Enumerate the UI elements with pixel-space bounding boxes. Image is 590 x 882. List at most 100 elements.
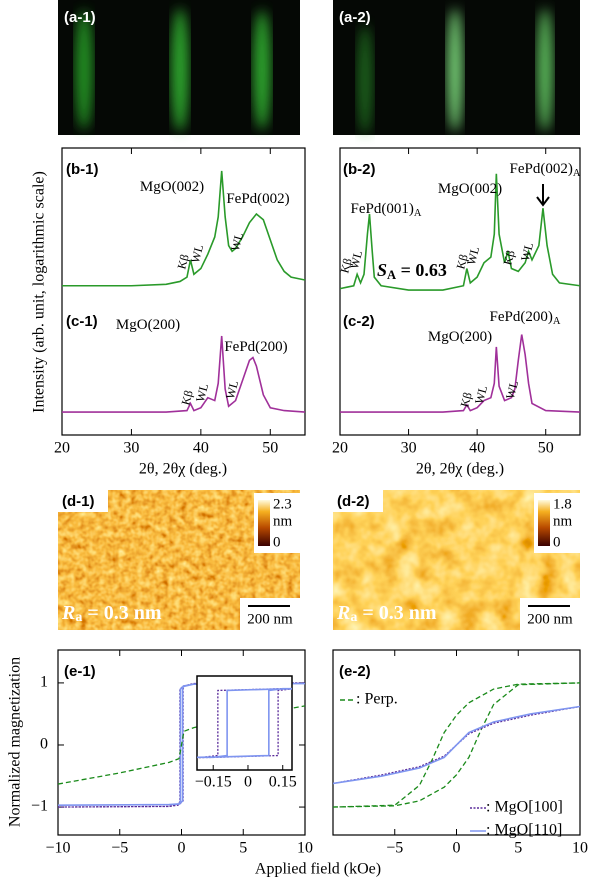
panel-label: (c-1) bbox=[66, 313, 98, 330]
text-part: = 0.63 bbox=[396, 260, 447, 280]
x-axis-label: Applied field (kOe) bbox=[255, 861, 381, 878]
colorbar-label: 0 bbox=[553, 534, 561, 550]
text-part: S bbox=[377, 260, 387, 280]
subscript: A bbox=[553, 316, 561, 327]
x-tick-label: 50 bbox=[262, 440, 278, 457]
panel-label: (b-1) bbox=[66, 161, 99, 178]
panel-label: (e-1) bbox=[64, 663, 96, 680]
text-part: WL bbox=[193, 382, 211, 404]
text-part: FePd(001) bbox=[351, 201, 414, 217]
annotation: MgO(002) bbox=[140, 179, 204, 195]
x-axis-label: 2θ, 2θχ (deg.) bbox=[139, 461, 227, 478]
label-box bbox=[58, 490, 108, 512]
panel-label: (d-1) bbox=[62, 493, 95, 510]
label-box bbox=[333, 490, 383, 512]
text-part: Kβ bbox=[178, 389, 195, 407]
data-line bbox=[333, 682, 580, 808]
panel-label: (a-2) bbox=[339, 9, 371, 26]
rheed-image: (a-1) bbox=[58, 0, 300, 135]
legend-label: : MgO[100] bbox=[486, 799, 563, 816]
text-part: Kβ bbox=[500, 249, 517, 267]
annotation: Kβ bbox=[174, 253, 191, 271]
text-part: FePd(200) bbox=[490, 309, 553, 325]
panel-label: (d-2) bbox=[337, 493, 370, 510]
text-part: Kβ bbox=[174, 253, 191, 271]
annotation: Kβ bbox=[178, 389, 195, 407]
x-tick-label: 50 bbox=[538, 440, 554, 457]
text-part: R bbox=[336, 602, 350, 624]
panel-label: (c-2) bbox=[343, 313, 375, 330]
x-tick-label: 10 bbox=[297, 840, 313, 857]
inset-tick-label: −0.15 bbox=[195, 774, 232, 791]
text-part: Kβ bbox=[453, 253, 470, 271]
subscript: a bbox=[350, 610, 357, 625]
y-axis-label: Intensity (arb. unit, logarithmic scale) bbox=[31, 171, 48, 413]
colorbar-label: nm bbox=[273, 513, 293, 529]
annotation: FePd(001)A bbox=[351, 201, 422, 219]
subscript: a bbox=[75, 610, 82, 625]
text-part: FePd(002) bbox=[510, 161, 573, 177]
annotation: WL bbox=[228, 231, 246, 253]
text-part: WL bbox=[188, 243, 206, 265]
x-tick-label: 0 bbox=[178, 840, 186, 857]
annotation: WL bbox=[472, 384, 490, 406]
annotation: Kβ bbox=[500, 249, 517, 267]
roughness-label: Ra = 0.3 nm bbox=[61, 602, 162, 626]
data-line bbox=[197, 687, 292, 759]
x-tick-label: 20 bbox=[332, 440, 348, 457]
scalebar-box bbox=[240, 598, 300, 630]
annotation: FePd(200)A bbox=[490, 309, 561, 327]
text-part: WL bbox=[472, 384, 490, 406]
x-tick-label: −10 bbox=[45, 840, 70, 857]
text-part: MgO(002) bbox=[438, 181, 502, 197]
x-tick-label: 30 bbox=[123, 440, 139, 457]
annotation: MgO(002) bbox=[438, 181, 502, 197]
annotation: MgO(200) bbox=[116, 317, 180, 333]
y-tick-label: 1 bbox=[40, 674, 48, 691]
text-part: WL bbox=[503, 379, 521, 401]
x-tick-label: 10 bbox=[572, 840, 588, 857]
x-tick-label: −5 bbox=[111, 840, 128, 857]
annotation: WL bbox=[518, 241, 536, 263]
scalebar-label: 200 nm bbox=[527, 611, 573, 627]
x-tick-label: 40 bbox=[469, 440, 485, 457]
annotation: SA = 0.63 bbox=[377, 260, 447, 282]
annotation: WL bbox=[193, 382, 211, 404]
x-tick-label: 30 bbox=[401, 440, 417, 457]
text-part: MgO(200) bbox=[428, 329, 492, 345]
y-tick-label: −1 bbox=[31, 798, 48, 815]
annotation: Kβ bbox=[457, 391, 474, 409]
annotation: WL bbox=[503, 379, 521, 401]
text-part: MgO(200) bbox=[116, 317, 180, 333]
colorbar-label: 0 bbox=[273, 534, 281, 550]
x-tick-label: 0 bbox=[453, 840, 461, 857]
scalebar-box bbox=[520, 598, 580, 630]
text-part: WL bbox=[228, 231, 246, 253]
text-part: Kβ bbox=[337, 257, 354, 275]
text-part: FePd(002) bbox=[226, 191, 289, 207]
annotation: FePd(200) bbox=[224, 339, 287, 355]
panel-label: (b-2) bbox=[343, 161, 376, 178]
arrow bbox=[536, 184, 550, 207]
text-part: R bbox=[61, 602, 75, 624]
annotation: WL bbox=[464, 245, 482, 267]
annotation: Kβ bbox=[337, 257, 354, 275]
data-line bbox=[62, 170, 305, 287]
text-part: WL bbox=[347, 249, 365, 271]
text-part: WL bbox=[464, 245, 482, 267]
data-line bbox=[333, 705, 580, 785]
x-tick-label: 5 bbox=[514, 840, 522, 857]
plot-frame bbox=[339, 147, 581, 436]
text-part: WL bbox=[518, 241, 536, 263]
x-tick-label: 5 bbox=[239, 840, 247, 857]
data-line bbox=[197, 687, 292, 759]
text-part: MgO(002) bbox=[140, 179, 204, 195]
data-line bbox=[340, 334, 580, 413]
colorbar-label: 2.3 bbox=[273, 496, 292, 512]
colorbar bbox=[538, 500, 550, 546]
x-axis-label: 2θ, 2θχ (deg.) bbox=[416, 461, 504, 478]
colorbar-label: 1.8 bbox=[553, 496, 572, 512]
y-axis-label: Normalized magnetization bbox=[7, 657, 24, 827]
annotation: Kβ bbox=[453, 253, 470, 271]
subscript: A bbox=[387, 268, 396, 282]
